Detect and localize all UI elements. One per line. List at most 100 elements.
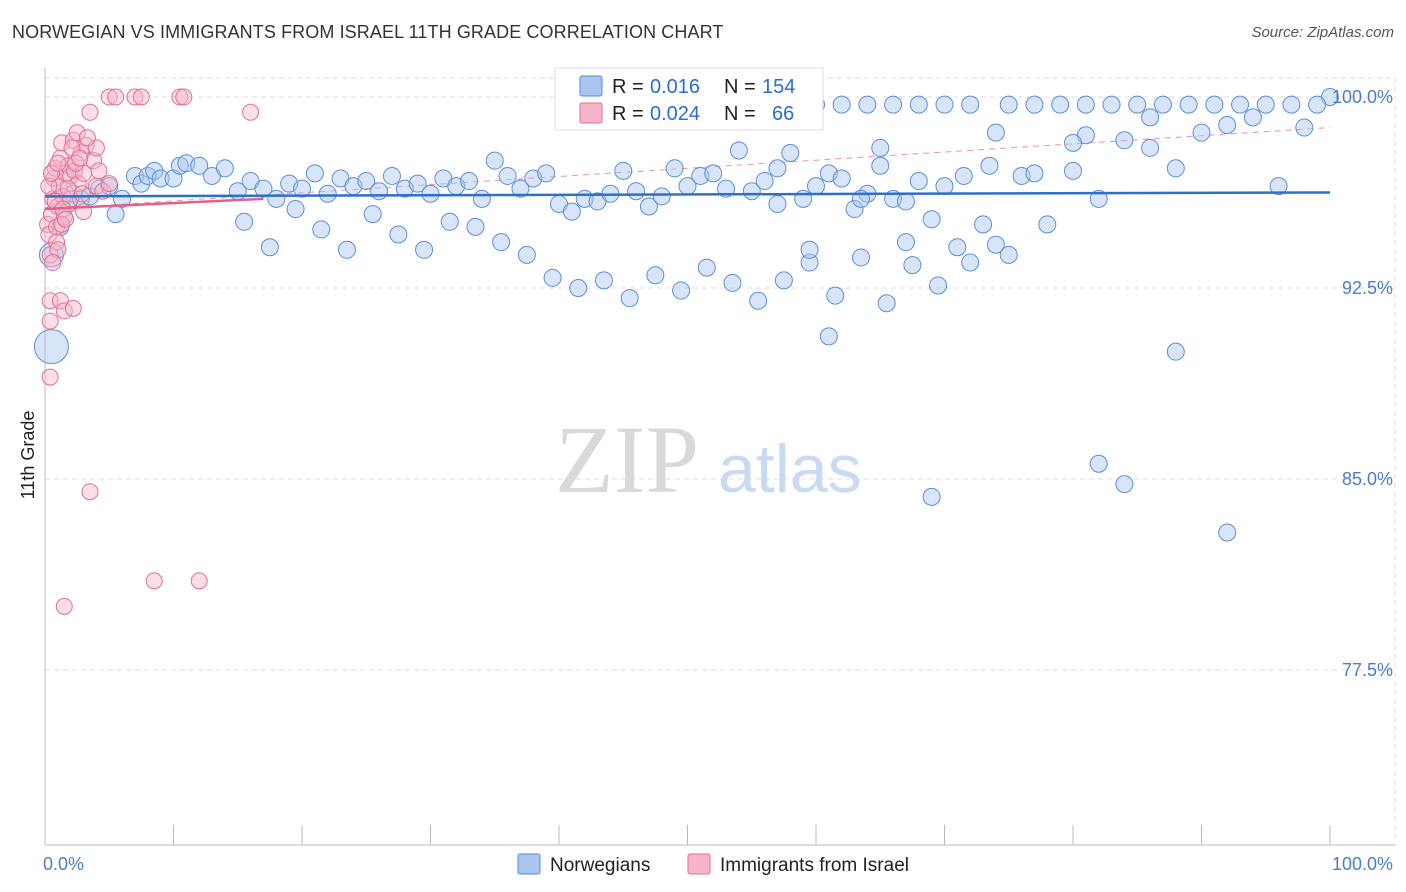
point-immigrants-israel	[44, 254, 62, 272]
point-norwegians	[562, 202, 581, 221]
point-immigrants-israel	[41, 368, 59, 386]
point-norwegians	[961, 253, 980, 272]
y-tick-labels: 100.0% 92.5% 85.0% 77.5%	[1332, 87, 1393, 680]
point-norwegians	[768, 194, 787, 213]
point-norwegians	[717, 179, 736, 198]
legend-r-value-blue: 0.016	[650, 76, 700, 98]
point-norwegians	[1128, 95, 1147, 114]
point-immigrants-israel	[49, 198, 67, 216]
point-norwegians	[1179, 95, 1198, 114]
point-immigrants-israel	[64, 299, 82, 317]
chart-title: NORWEGIAN VS IMMIGRANTS FROM ISRAEL 11TH…	[12, 22, 724, 42]
point-norwegians	[704, 164, 723, 183]
point-norwegians	[980, 156, 999, 175]
point-norwegians	[986, 235, 1005, 254]
point-norwegians	[1231, 95, 1250, 114]
point-norwegians	[723, 273, 742, 292]
point-norwegians	[1089, 189, 1108, 208]
point-immigrants-israel	[42, 164, 60, 182]
point-immigrants-israel	[100, 88, 118, 106]
legend-n-label-pink: N =	[724, 103, 756, 125]
point-norwegians	[537, 164, 556, 183]
point-norwegians	[382, 166, 401, 185]
legend-r-value-pink: 0.024	[650, 103, 700, 125]
point-norwegians	[1256, 95, 1275, 114]
point-norwegians	[922, 487, 941, 506]
point-immigrants-israel	[73, 185, 91, 203]
point-norwegians	[260, 238, 279, 257]
point-immigrants-israel	[242, 103, 260, 121]
point-norwegians	[1295, 118, 1314, 137]
point-norwegians	[819, 327, 838, 346]
point-immigrants-israel	[81, 103, 99, 121]
bottom-legend-blue-label: Norwegians	[550, 855, 650, 876]
point-norwegians	[884, 95, 903, 114]
point-immigrants-israel	[81, 483, 99, 501]
point-norwegians	[1064, 133, 1082, 152]
point-norwegians	[672, 281, 691, 300]
x-tick-label-min: 0.0%	[43, 854, 84, 874]
point-norwegians	[935, 95, 954, 114]
point-norwegians	[620, 289, 639, 308]
bottom-legend-swatch-pink	[687, 853, 711, 875]
bottom-legend-swatch-blue	[517, 853, 541, 875]
point-norwegians	[1141, 108, 1160, 127]
point-norwegians	[826, 286, 845, 305]
point-norwegians	[1166, 342, 1185, 361]
point-norwegians	[871, 156, 890, 175]
point-norwegians	[807, 177, 825, 196]
point-norwegians	[472, 189, 491, 208]
source-credit: Source: ZipAtlas.com	[1251, 24, 1394, 41]
point-norwegians	[858, 95, 877, 114]
point-norwegians	[909, 172, 928, 191]
point-immigrants-israel	[57, 210, 75, 228]
point-norwegians	[1115, 475, 1134, 494]
point-norwegians	[440, 212, 459, 231]
point-norwegians	[498, 166, 517, 185]
point-immigrants-israel	[40, 177, 58, 195]
point-immigrants-israel	[69, 175, 87, 193]
point-norwegians	[408, 174, 427, 193]
trend-immigrants-israel	[44, 197, 264, 211]
point-norwegians	[1153, 95, 1172, 114]
point-norwegians	[851, 248, 870, 267]
point-norwegians	[948, 238, 967, 257]
point-norwegians	[286, 200, 305, 219]
point-norwegians	[254, 179, 273, 198]
watermark: ZIP atlas	[555, 406, 862, 513]
point-norwegians	[1038, 215, 1057, 234]
point-immigrants-israel	[145, 572, 163, 590]
point-norwegians	[755, 172, 774, 191]
point-norwegians	[389, 225, 408, 244]
point-norwegians	[1166, 159, 1185, 178]
point-norwegians	[986, 123, 1005, 142]
x-tick-labels: 0.0% 100.0%	[43, 854, 1393, 874]
point-norwegians	[594, 271, 613, 290]
point-norwegians	[639, 197, 658, 216]
point-norwegians	[415, 240, 434, 259]
point-norwegians	[896, 233, 915, 252]
point-norwegians	[1308, 95, 1327, 114]
point-norwegians	[614, 161, 633, 180]
point-norwegians	[1243, 108, 1262, 127]
legend-swatch-blue	[579, 75, 603, 97]
point-norwegians	[235, 212, 254, 231]
point-immigrants-israel	[51, 292, 69, 310]
point-norwegians	[768, 159, 787, 178]
point-norwegians	[1141, 138, 1160, 157]
point-norwegians	[697, 258, 716, 277]
point-immigrants-israel	[49, 241, 67, 259]
point-immigrants-israel	[55, 597, 73, 615]
point-norwegians	[1192, 123, 1211, 142]
point-norwegians	[1102, 95, 1121, 114]
point-norwegians	[125, 166, 144, 185]
point-norwegians	[627, 182, 646, 201]
point-norwegians	[729, 141, 748, 160]
bottom-legend: Norwegians Immigrants from Israel	[517, 853, 909, 876]
point-immigrants-israel	[78, 129, 96, 147]
point-norwegians	[1205, 95, 1224, 114]
point-immigrants-israel	[49, 154, 67, 172]
stats-legend: R = 0.016 N = 154 R = 0.024 N = 66	[554, 67, 824, 131]
point-norwegians	[903, 256, 922, 275]
point-norwegians	[312, 220, 331, 239]
